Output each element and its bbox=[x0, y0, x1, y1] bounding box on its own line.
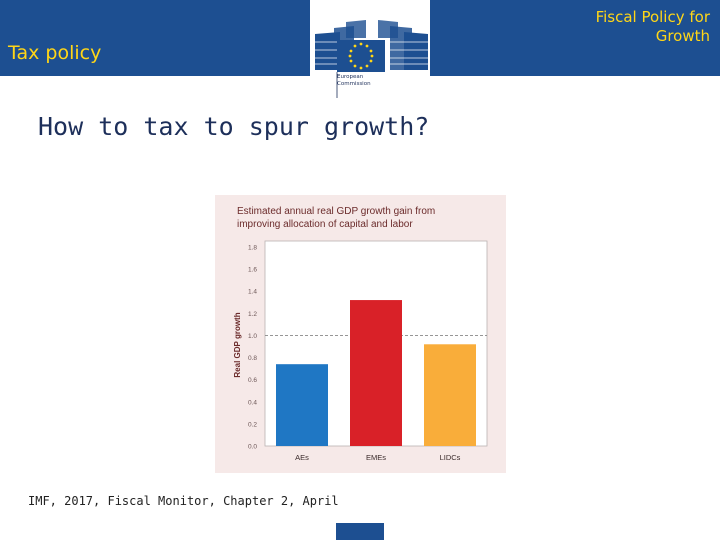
bar-emes bbox=[350, 300, 402, 446]
logo-caption-line2: Commission bbox=[337, 81, 371, 87]
presentation-title-line1: Fiscal Policy for bbox=[595, 8, 710, 26]
logo-caption-line1: European bbox=[337, 74, 364, 80]
bar-chart: Estimated annual real GDP growth gain fr… bbox=[215, 195, 506, 473]
y-tick-label: 1.4 bbox=[248, 289, 257, 296]
y-tick-label: 0.8 bbox=[248, 355, 257, 362]
header-left-panel: Tax policy bbox=[0, 0, 310, 76]
y-tick-label: 1.2 bbox=[248, 311, 257, 318]
y-axis-label: Real GDP growth bbox=[233, 312, 242, 377]
presentation-title: Fiscal Policy for Growth bbox=[530, 8, 710, 46]
bar-lidcs bbox=[424, 344, 476, 446]
y-tick-label: 0.2 bbox=[248, 421, 257, 428]
chart-container: Estimated annual real GDP growth gain fr… bbox=[215, 195, 506, 473]
footer-block bbox=[336, 523, 384, 540]
chart-title-line2: improving allocation of capital and labo… bbox=[237, 219, 413, 230]
x-tick-label: EMEs bbox=[366, 453, 386, 462]
y-tick-label: 1.8 bbox=[248, 245, 257, 252]
logo-caption: European Commission bbox=[337, 74, 371, 88]
source-citation: IMF, 2017, Fiscal Monitor, Chapter 2, Ap… bbox=[28, 494, 339, 508]
bar-aes bbox=[276, 364, 328, 446]
y-tick-label: 1.0 bbox=[248, 333, 257, 340]
european-commission-logo bbox=[310, 0, 430, 100]
x-axis-labels: AEs EMEs LIDCs bbox=[295, 453, 461, 462]
presentation-title-line2: Growth bbox=[655, 27, 710, 45]
bars bbox=[276, 300, 476, 446]
x-tick-label: LIDCs bbox=[440, 453, 461, 462]
y-tick-label: 0.0 bbox=[248, 444, 257, 451]
section-title: Tax policy bbox=[8, 42, 102, 64]
chart-title-line1: Estimated annual real GDP growth gain fr… bbox=[237, 206, 435, 217]
x-tick-label: AEs bbox=[295, 453, 309, 462]
slide-heading: How to tax to spur growth? bbox=[38, 112, 430, 141]
y-axis-ticks: 0.0 0.2 0.4 0.6 0.8 1.0 1.2 1.4 1.6 1.8 bbox=[248, 245, 257, 451]
y-tick-label: 0.6 bbox=[248, 377, 257, 384]
y-tick-label: 1.6 bbox=[248, 267, 257, 274]
y-tick-label: 0.4 bbox=[248, 399, 257, 406]
ec-logo-icon bbox=[315, 20, 428, 98]
